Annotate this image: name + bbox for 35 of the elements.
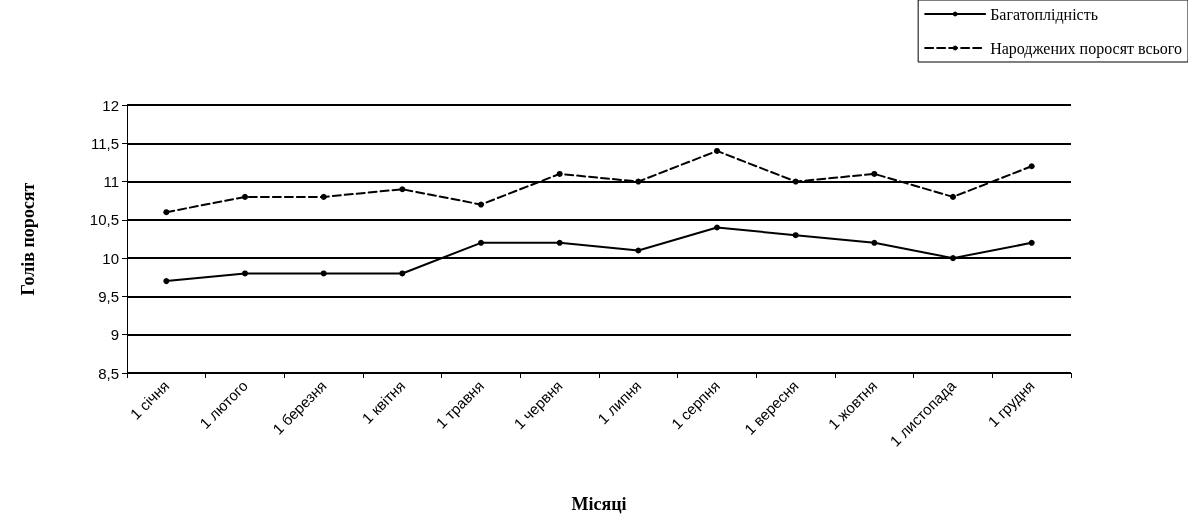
x-axis-title: Місяці (571, 494, 627, 514)
point (320, 270, 327, 277)
point (320, 193, 327, 200)
point (714, 147, 720, 154)
y-tick-label: 10 (102, 249, 119, 267)
point (950, 193, 956, 200)
point (635, 178, 642, 185)
point (478, 239, 484, 246)
y-tick-label: 8,5 (98, 364, 119, 382)
point (242, 270, 248, 277)
point (871, 239, 878, 246)
legend-label: Народжених поросят всього (990, 39, 1182, 58)
point (1028, 163, 1035, 170)
y-tick-label: 11,5 (90, 134, 119, 152)
point (714, 224, 720, 231)
point (242, 193, 248, 200)
legend-label: Багатоплідність (990, 5, 1099, 24)
point (556, 170, 563, 177)
point (792, 178, 799, 185)
point (556, 239, 563, 246)
point (478, 201, 484, 208)
point (950, 255, 956, 262)
point (792, 232, 799, 239)
y-tick-label: 9,5 (98, 287, 119, 305)
y-axis-title: Голів поросят (18, 182, 38, 296)
point (163, 278, 170, 285)
point (871, 170, 878, 177)
point (163, 209, 170, 216)
point (399, 270, 406, 277)
y-tick-label: 12 (102, 96, 119, 114)
point (399, 186, 406, 193)
y-tick-label: 11 (103, 173, 119, 191)
y-tick-label: 10,5 (89, 211, 119, 229)
point (1028, 239, 1035, 246)
y-tick-label: 9 (110, 326, 119, 344)
